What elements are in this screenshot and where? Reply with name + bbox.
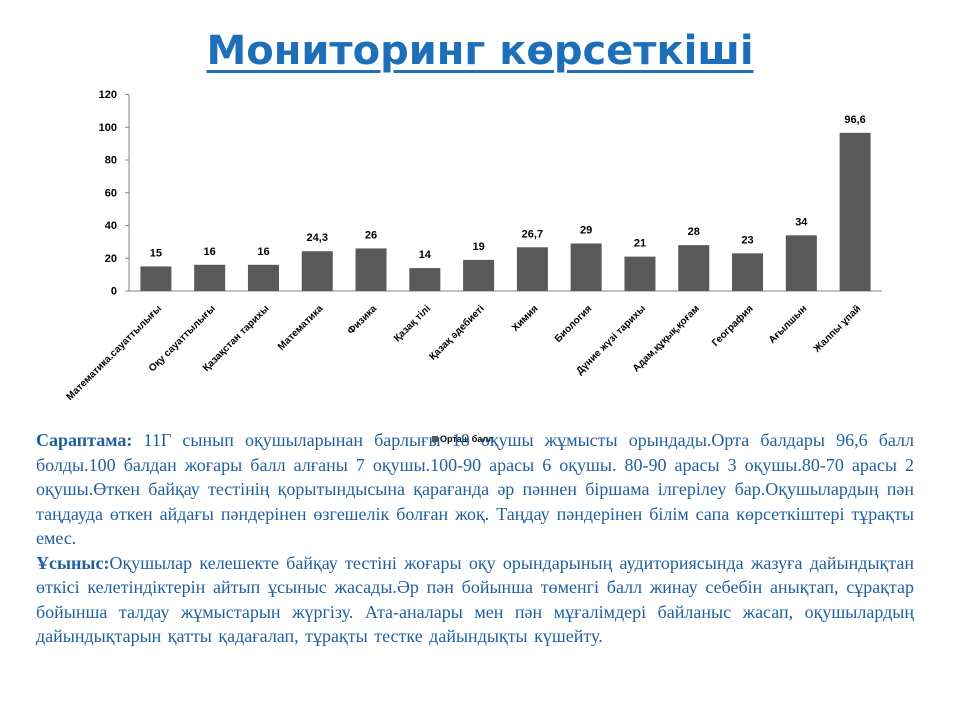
data-label: 16 (204, 246, 216, 258)
x-tick-label: Жалпы ұпай (811, 303, 863, 355)
analysis-paragraph: Сараптама: 11Г сынып оқушыларынан барлығ… (36, 428, 914, 551)
y-tick-label: 0 (111, 286, 117, 298)
y-tick-label: 20 (105, 253, 117, 265)
bar (678, 245, 710, 291)
bar (624, 256, 656, 291)
bar (355, 248, 387, 291)
x-tick-label: Ағылшын (767, 303, 810, 346)
recommendation-lead: Ұсыныс: (36, 552, 110, 573)
y-tick-label: 100 (99, 122, 117, 134)
x-tick-label: Қазақ тілі (392, 303, 433, 344)
x-tick-label: Биология (553, 303, 595, 345)
data-label: 21 (634, 238, 646, 250)
data-label: 96,6 (844, 114, 865, 126)
bar (516, 247, 548, 291)
data-label: 19 (472, 241, 484, 253)
analysis-body: 11Г сынып оқушыларынан барлығы 18 оқушы … (36, 430, 914, 548)
x-tick-label: Химия (510, 303, 541, 334)
bar (785, 235, 817, 291)
recommendation-body: Оқушылар келешекте байқау тестіні жоғары… (36, 552, 914, 647)
bar (570, 243, 602, 291)
data-label: 14 (419, 249, 432, 261)
bar (140, 266, 172, 291)
legend: Орташ балл (432, 434, 494, 444)
bar (732, 253, 764, 291)
data-label: 16 (257, 246, 269, 258)
y-tick-label: 120 (99, 89, 117, 101)
recommendation-paragraph: Ұсыныс:Оқушылар келешекте байқау тестіні… (36, 551, 914, 649)
analysis-text: Сараптама: 11Г сынып оқушыларынан барлығ… (36, 428, 914, 649)
data-label: 24,3 (307, 232, 328, 244)
bar-chart: 0 20 40 60 80 100 120 15 16 16 24,3 26 14 19 26,7 29 21… (64, 89, 882, 403)
bar (247, 264, 279, 291)
bars (140, 132, 871, 291)
bar (301, 251, 333, 291)
data-label: 15 (150, 247, 162, 259)
data-label: 28 (688, 226, 700, 238)
x-tick-label: Қазақ әдебиеті (427, 302, 487, 362)
y-tick-label: 80 (105, 155, 117, 167)
legend-label: Орташ балл (440, 434, 494, 444)
data-label: 26,7 (522, 228, 543, 240)
analysis-lead: Сараптама: (36, 430, 133, 450)
data-label: 26 (365, 229, 377, 241)
x-tick-label: Физика (346, 303, 380, 337)
bar (194, 264, 226, 291)
data-label: 23 (741, 234, 753, 246)
y-tick-label: 60 (105, 187, 117, 199)
x-tick-label: География (709, 303, 755, 349)
x-tick-label: Математика.сауаттылығы (64, 303, 164, 403)
y-tick-label: 40 (105, 220, 117, 232)
data-label: 34 (795, 216, 808, 228)
slide-title: Мониторинг көрсеткіші (206, 28, 754, 74)
data-label: 29 (580, 225, 592, 237)
bar (409, 268, 441, 291)
legend-swatch (432, 436, 438, 442)
x-tick-label: Математика (276, 303, 326, 353)
bar (463, 259, 495, 291)
data-labels: 15 16 16 24,3 26 14 19 26,7 29 21 28 23 34 96,6 (150, 114, 866, 261)
bar (839, 132, 871, 291)
